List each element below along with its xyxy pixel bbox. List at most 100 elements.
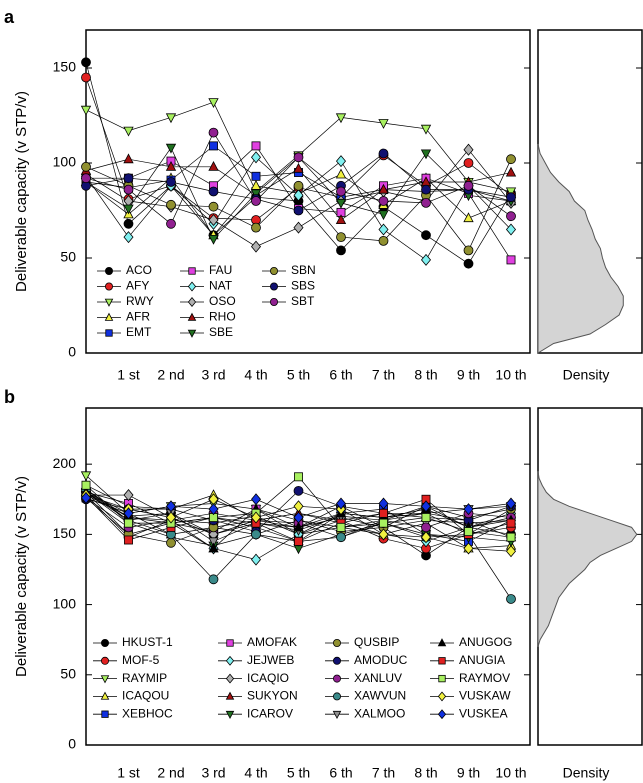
data-point: [294, 536, 303, 546]
data-point: [123, 218, 134, 229]
data-point: [166, 199, 176, 210]
legend-marker: [438, 674, 446, 683]
data-point: [80, 105, 92, 116]
legend-label: ICAROV: [247, 706, 293, 720]
data-point: [208, 160, 219, 171]
x-tick-label: 2 nd: [157, 765, 184, 781]
data-point: [379, 518, 388, 528]
data-point: [293, 152, 304, 163]
data-point: [293, 162, 304, 173]
data-point: [165, 500, 177, 513]
legend-marker: [101, 639, 110, 648]
data-point: [378, 148, 389, 159]
y-tick-label: 100: [53, 154, 77, 170]
legend-label: RHO: [209, 310, 236, 324]
data-point: [420, 149, 432, 160]
legend-marker: [105, 266, 114, 275]
legend-marker: [187, 312, 197, 321]
legend-marker: [225, 710, 235, 720]
data-point: [124, 535, 133, 545]
data-point: [378, 528, 389, 541]
legend-marker: [101, 656, 110, 665]
data-point: [463, 158, 474, 168]
data-point: [505, 187, 517, 198]
legend-label: AFY: [126, 279, 149, 293]
legend-marker: [437, 638, 447, 647]
data-point: [506, 532, 516, 542]
plot-frame: [85, 29, 531, 354]
data-point: [505, 166, 517, 177]
data-point: [335, 168, 347, 179]
data-point: [505, 497, 517, 510]
y-tick-label: 100: [53, 595, 77, 611]
legend-marker: [225, 691, 235, 700]
data-point: [463, 143, 474, 156]
legend-marker: [332, 639, 341, 648]
legend-label: AMOFAK: [247, 635, 297, 649]
data-point: [80, 471, 92, 482]
legend-label: FAU: [209, 263, 232, 277]
data-point: [378, 497, 389, 510]
data-point: [250, 179, 262, 190]
x-tick-label: 7 th: [372, 367, 395, 383]
legend-marker: [269, 282, 278, 291]
data-point: [379, 508, 388, 518]
panel-label: b: [4, 387, 15, 407]
data-point: [463, 212, 474, 223]
data-point: [335, 497, 347, 510]
legend-label: EMT: [126, 325, 152, 339]
data-point: [208, 186, 219, 197]
data-point: [81, 480, 91, 490]
data-point: [421, 513, 431, 522]
x-tick-label: 8 th: [414, 367, 437, 383]
data-point: [251, 222, 261, 233]
x-tick-label: 2 nd: [157, 367, 184, 383]
data-point: [208, 542, 219, 553]
data-point: [165, 143, 177, 154]
data-point: [293, 221, 304, 234]
data-point: [506, 192, 516, 203]
x-tick-label: 3 rd: [201, 367, 225, 383]
legend-label: SBT: [291, 294, 315, 308]
data-point: [336, 186, 346, 197]
data-point: [293, 500, 304, 513]
data-point: [165, 160, 177, 171]
legend-marker: [187, 281, 197, 292]
plot-frame: [85, 407, 531, 746]
data-point: [123, 204, 134, 215]
data-point: [165, 511, 177, 524]
legend-label: HKUST-1: [122, 635, 173, 649]
data-point: [293, 180, 304, 191]
legend-label: RWY: [126, 294, 154, 308]
y-tick-label: 0: [68, 344, 76, 360]
x-tick-label: 4 th: [244, 765, 267, 781]
data-point: [166, 218, 176, 229]
data-point: [123, 126, 134, 137]
data-point: [124, 518, 133, 528]
data-point: [378, 223, 389, 236]
x-tick-label: 10 th: [495, 367, 526, 383]
density-area: [537, 143, 624, 354]
legend-label: AFR: [126, 310, 150, 324]
data-point: [378, 235, 389, 246]
legend-label: XEBHOC: [122, 706, 173, 720]
legend-label: XALMOO: [354, 706, 405, 720]
data-point: [81, 173, 91, 184]
data-point: [463, 503, 474, 516]
data-point: [208, 127, 219, 138]
legend-marker: [437, 691, 447, 702]
data-point: [123, 153, 134, 164]
data-point: [293, 511, 304, 524]
legend-marker: [437, 709, 447, 720]
data-point: [421, 184, 431, 195]
legend-marker: [100, 675, 110, 684]
legend-marker: [100, 691, 110, 700]
x-tick-label: 6 th: [329, 765, 352, 781]
legend-marker: [187, 329, 197, 338]
density-label: Density: [563, 765, 610, 781]
legend-marker: [332, 710, 342, 720]
data-point: [505, 545, 517, 558]
data-point: [506, 154, 516, 165]
data-point: [506, 211, 516, 222]
